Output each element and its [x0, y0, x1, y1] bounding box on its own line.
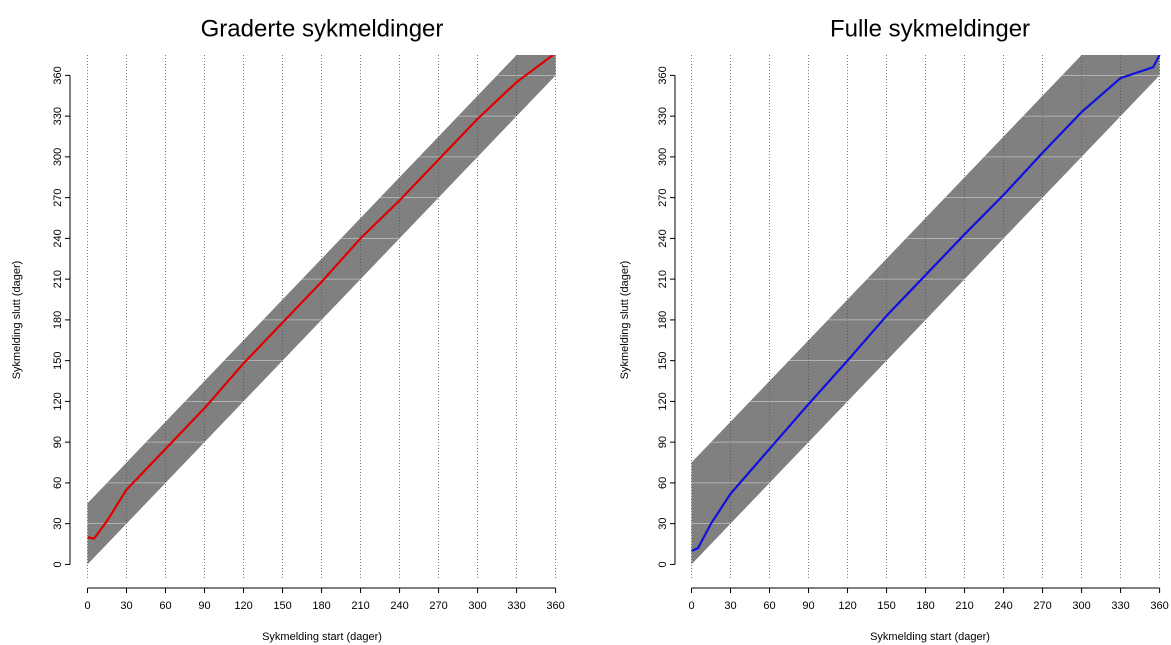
x-tick-label: 60 [763, 600, 775, 612]
x-tick-label: 0 [84, 600, 90, 612]
x-tick-label: 210 [955, 600, 973, 612]
x-tick-label: 30 [120, 600, 132, 612]
y-tick-label: 270 [657, 188, 669, 206]
x-tick-label: 240 [390, 600, 408, 612]
y-tick-label: 60 [657, 477, 669, 489]
x-tick-label: 360 [546, 600, 564, 612]
density-band [87, 55, 556, 565]
x-tick-label: 90 [802, 600, 814, 612]
y-tick-label: 150 [657, 351, 669, 369]
x-axis-label: Sykmelding start (dager) [870, 631, 990, 643]
y-tick-label: 300 [52, 148, 64, 166]
y-tick-label: 210 [52, 270, 64, 288]
x-tick-label: 270 [429, 600, 447, 612]
y-tick-label: 120 [657, 392, 669, 410]
x-tick-label: 270 [1033, 600, 1051, 612]
y-tick-label: 30 [657, 518, 669, 530]
x-tick-label: 0 [688, 600, 694, 612]
y-tick-label: 330 [657, 107, 669, 125]
y-tick-label: 30 [52, 518, 64, 530]
x-tick-label: 300 [468, 600, 486, 612]
y-tick-label: 360 [52, 66, 64, 84]
median-line [87, 55, 554, 540]
chart-title: Graderte sykmeldinger [201, 15, 444, 42]
x-tick-label: 30 [724, 600, 736, 612]
density-band [691, 55, 1160, 565]
x-tick-label: 120 [234, 600, 252, 612]
y-axis-label: Sykmelding slutt (dager) [11, 261, 23, 380]
y-tick-label: 210 [657, 270, 669, 288]
x-tick-label: 150 [877, 600, 895, 612]
x-tick-label: 300 [1072, 600, 1090, 612]
x-tick-label: 210 [351, 600, 369, 612]
plot-area [685, 55, 1170, 578]
y-tick-label: 240 [657, 229, 669, 247]
y-tick-label: 90 [657, 436, 669, 448]
y-tick-label: 360 [657, 66, 669, 84]
y-tick-label: 0 [657, 561, 669, 567]
y-tick-label: 300 [657, 148, 669, 166]
y-tick-label: 120 [52, 392, 64, 410]
y-tick-label: 330 [52, 107, 64, 125]
y-tick-label: 60 [52, 477, 64, 489]
x-tick-label: 180 [916, 600, 934, 612]
x-tick-label: 120 [838, 600, 856, 612]
y-tick-label: 240 [52, 229, 64, 247]
y-tick-label: 90 [52, 436, 64, 448]
y-tick-label: 180 [657, 311, 669, 329]
plot-area [81, 55, 566, 578]
x-tick-label: 60 [159, 600, 171, 612]
y-axis-label: Sykmelding slutt (dager) [619, 261, 631, 380]
y-tick-label: 150 [52, 351, 64, 369]
x-tick-label: 240 [994, 600, 1012, 612]
x-tick-label: 150 [273, 600, 291, 612]
y-tick-label: 0 [52, 561, 64, 567]
x-tick-label: 360 [1150, 600, 1168, 612]
x-tick-label: 90 [198, 600, 210, 612]
x-tick-label: 180 [312, 600, 330, 612]
x-tick-label: 330 [507, 600, 525, 612]
y-tick-label: 180 [52, 311, 64, 329]
y-tick-label: 270 [52, 188, 64, 206]
x-axis-label: Sykmelding start (dager) [262, 631, 382, 643]
median-line [691, 55, 1161, 552]
x-tick-label: 330 [1111, 600, 1129, 612]
chart-title: Fulle sykmeldinger [830, 15, 1030, 42]
